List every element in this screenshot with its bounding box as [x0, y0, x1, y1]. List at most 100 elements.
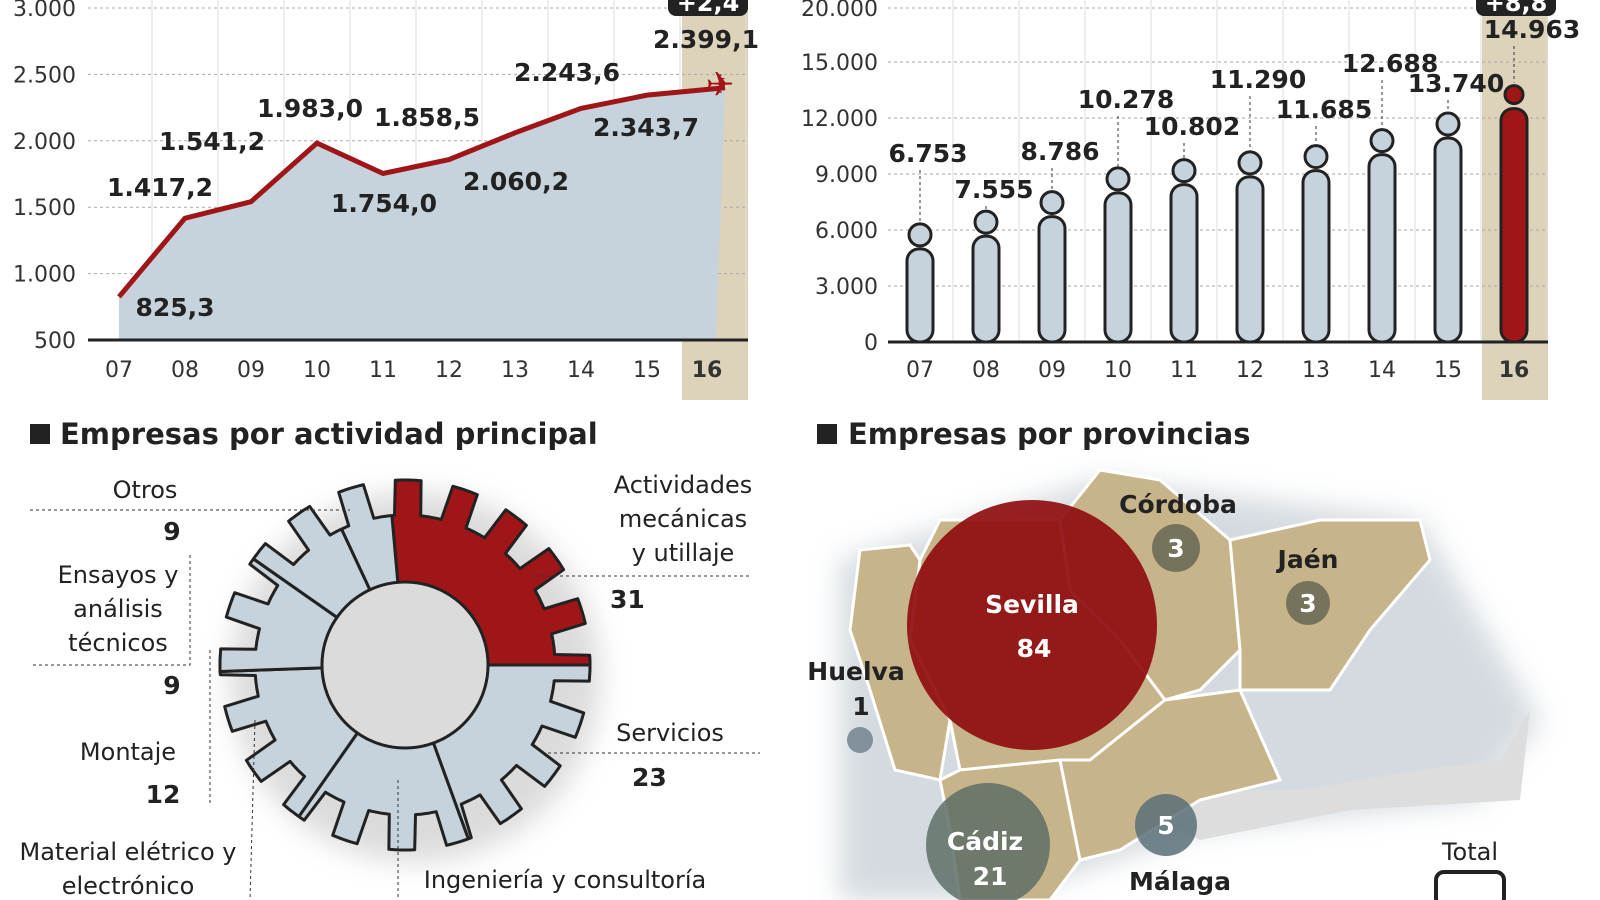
bar-head [1171, 158, 1197, 184]
bar-chart-employees: 0 3.000 6.000 9.000 12.000 15.000 20.000 07 08 09… [801, 0, 1580, 400]
bar [1301, 169, 1331, 344]
province-huelva [848, 543, 952, 782]
slice-label: Material elétrico y electrónico [20, 838, 237, 900]
slice-label: Actividades mecánicas y utillaje [614, 471, 753, 567]
data-label: 1.754,0 [331, 189, 437, 218]
x-tick-label: 13 [501, 358, 529, 383]
data-label: 825,3 [135, 293, 214, 322]
y-tick-label: 500 [34, 329, 76, 354]
region-value: 5 [1157, 811, 1174, 840]
slice-value: 23 [632, 763, 667, 792]
data-label: 1.983,0 [257, 94, 363, 123]
y-tick-label: 20.000 [801, 0, 878, 22]
section-bullet [817, 424, 837, 444]
y-tick-label: 15.000 [801, 51, 878, 76]
x-tick-label: 09 [1038, 358, 1066, 383]
y-tick-label: 9.000 [815, 163, 878, 188]
x-tick-label: 12 [1236, 358, 1264, 383]
data-label: 10.802 [1144, 112, 1240, 141]
bar [1499, 107, 1529, 344]
y-tick-label: 0 [864, 331, 878, 356]
bar [1367, 153, 1397, 344]
bar [1169, 183, 1199, 344]
section-title: Empresas por provincias [848, 417, 1250, 451]
data-label: 2.060,2 [463, 167, 569, 196]
bubble-córdoba [1152, 524, 1200, 572]
data-label: 2.343,7 [593, 113, 699, 142]
y-tick-label: 1.000 [13, 263, 76, 288]
bar-head [1303, 144, 1329, 170]
slice-label: Ingeniería y consultoría [424, 866, 706, 894]
bar-head [1237, 150, 1263, 176]
bar-head [1503, 84, 1525, 106]
x-tick-label: 07 [906, 358, 934, 383]
data-label: 1.858,5 [374, 103, 480, 132]
x-tick-label: 13 [1302, 358, 1330, 383]
x-tick-label: 15 [633, 358, 661, 383]
bar [1235, 175, 1265, 344]
region-name: Sevilla [985, 590, 1079, 619]
change-badge-text: +8,8 [1485, 0, 1548, 17]
bar-head [1435, 111, 1461, 137]
bubble-cádiz [926, 783, 1050, 900]
data-label: 10.278 [1078, 85, 1174, 114]
region-value: 21 [973, 862, 1008, 891]
map-provinces: Empresas por provincias Sevilla 84 Córdoba 3… [807, 417, 1540, 900]
bar [1037, 215, 1067, 344]
y-tick-label: 2.500 [13, 63, 76, 88]
data-label: 14.963 [1484, 15, 1580, 44]
data-label: 6.753 [888, 139, 967, 168]
change-badge-text: +2,4 [677, 0, 740, 17]
bubble-jaén [1286, 581, 1330, 625]
bar [971, 234, 1001, 344]
x-tick-label: 10 [1104, 358, 1132, 383]
region-name: Cádiz [947, 827, 1023, 856]
slice-value: 12 [146, 780, 181, 809]
change-badge [1476, 0, 1556, 16]
region-value: 3 [1167, 534, 1184, 563]
data-label: 8.786 [1020, 137, 1099, 166]
province-malaga [1058, 688, 1283, 862]
total-badge [1434, 870, 1506, 900]
data-label: 2.243,6 [514, 58, 620, 87]
data-label: 1.541,2 [159, 127, 265, 156]
bar-head [1105, 166, 1131, 192]
series-line [117, 85, 726, 299]
area-fill [119, 87, 725, 340]
data-label: 11.685 [1276, 95, 1372, 124]
data-label: 13.740 [1408, 69, 1504, 98]
region-value: 84 [1017, 634, 1052, 663]
x-tick-label: 12 [435, 358, 463, 383]
bubble-sevilla [907, 500, 1157, 750]
x-tick-label: 10 [303, 358, 331, 383]
region-value: 3 [1299, 589, 1316, 618]
bubble-málaga [1135, 794, 1197, 856]
bar [905, 247, 935, 344]
section-bullet [30, 424, 50, 444]
y-tick-label: 6.000 [815, 219, 878, 244]
slice-value: 9 [163, 671, 180, 700]
total-label: Total [1441, 838, 1498, 866]
x-tick-label: 16 [1499, 358, 1530, 383]
plane-icon: ✈ [706, 65, 735, 105]
bar [1433, 136, 1463, 344]
region-value: 1 [852, 692, 869, 721]
region-name: Jaén [1276, 545, 1339, 574]
data-label: 11.290 [1210, 65, 1306, 94]
bar-head [907, 222, 933, 248]
y-tick-label: 3.000 [13, 0, 76, 22]
leader-line [30, 555, 191, 666]
bar-head [1369, 128, 1395, 154]
bar [1103, 191, 1133, 344]
data-label: 7.555 [954, 175, 1033, 204]
gear-chart-activities: Empresas por actividad principal Activida… [20, 417, 760, 900]
x-tick-label: 16 [692, 358, 723, 383]
x-tick-label: 11 [1170, 358, 1198, 383]
y-tick-label: 1.500 [13, 196, 76, 221]
slice-label: Ensayos y análisis técnicos [58, 561, 179, 657]
section-title: Empresas por actividad principal [60, 417, 598, 451]
province-jaen [1228, 518, 1432, 692]
line-chart-growth: 500 1.000 1.500 2.000 2.500 3.000 07 08 09 10 11 12… [13, 0, 759, 400]
data-label: 1.417,2 [107, 173, 213, 202]
